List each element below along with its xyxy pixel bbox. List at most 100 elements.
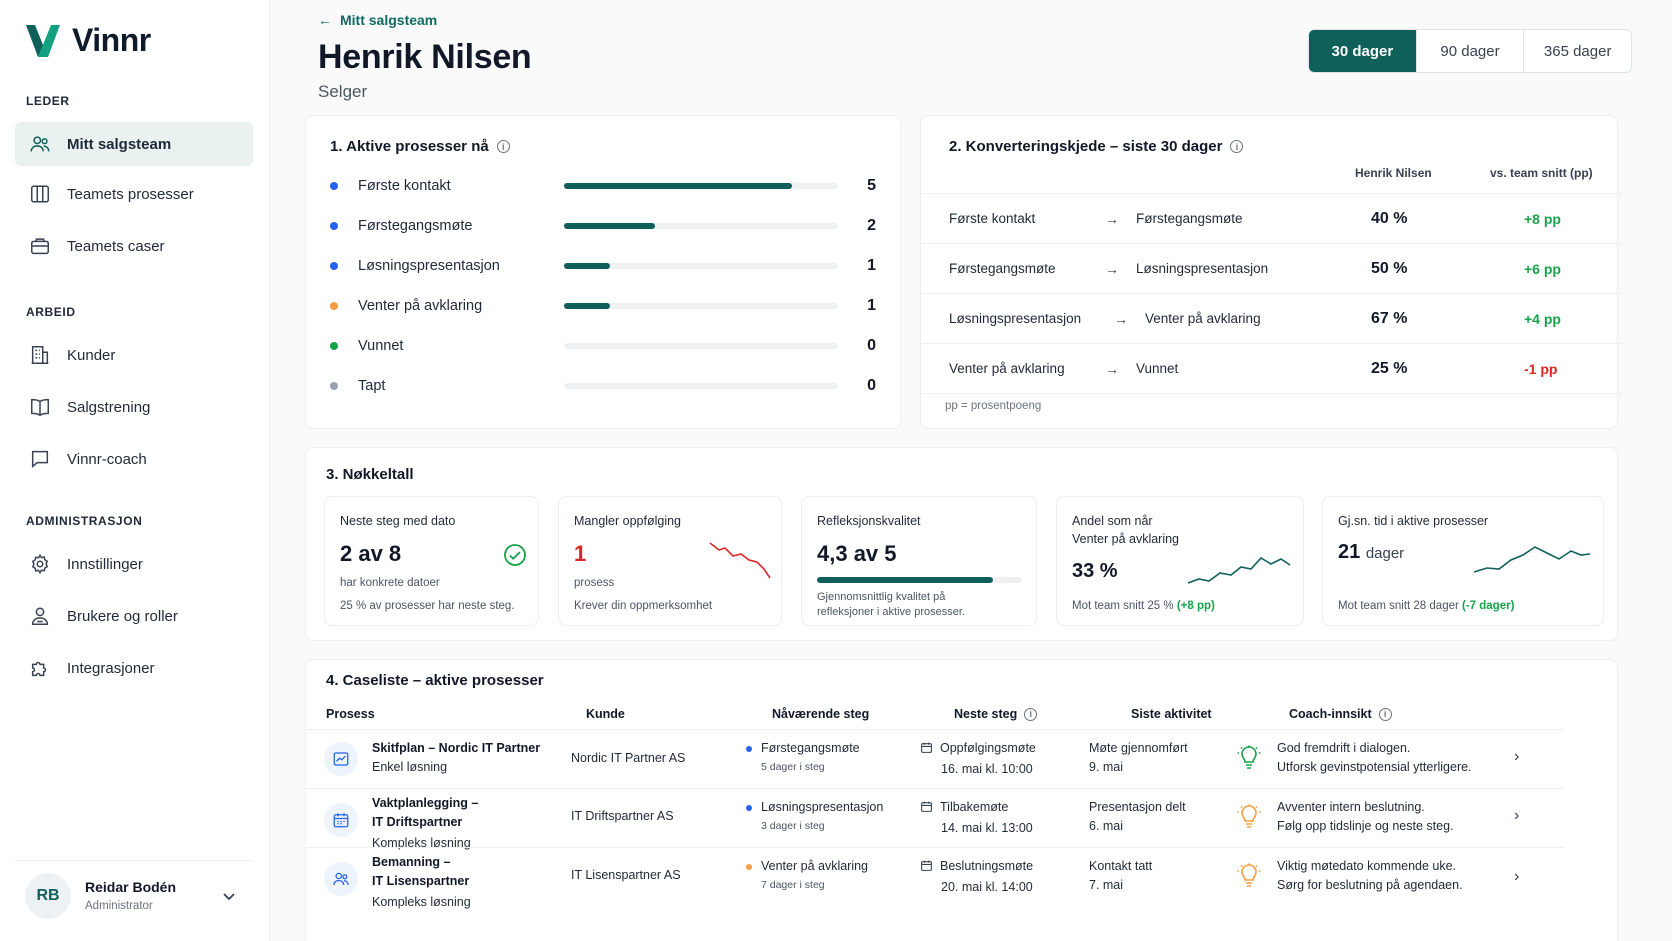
chevron-right-icon[interactable]: › [1514, 748, 1520, 765]
info-icon[interactable]: i [1378, 707, 1392, 721]
last-activity-date: 7. mai [1089, 878, 1124, 892]
period-30-button[interactable]: 30 dager [1309, 30, 1416, 72]
customer-cell[interactable]: IT Lisenspartner AS [571, 868, 681, 882]
sidebar-item-kunder[interactable]: Kunder [15, 333, 253, 377]
user-name: Reidar Bodén [85, 879, 177, 895]
conversion-from: Første kontakt [949, 211, 1036, 226]
info-icon[interactable]: i [496, 140, 510, 153]
vinnr-logo-icon [26, 24, 60, 57]
table-row[interactable]: Skitfplan – Nordic IT Partner Enkel løsni… [306, 729, 1564, 788]
card-title: 3. Nøkkeltall [326, 466, 414, 483]
trend-up-sparkline [1187, 556, 1291, 584]
process-row[interactable]: Tapt 0 [330, 376, 876, 396]
coach-cell: Viktig møtedato kommende uke. Sørg for be… [1277, 857, 1463, 895]
sidebar-item-mitt-salgsteam[interactable]: Mitt salgsteam [15, 122, 253, 166]
arrow-left-icon: ← [318, 12, 332, 28]
kpi-reflection[interactable]: Refleksjonskvalitet 4,3 av 5 Gjennomsnit… [801, 496, 1037, 626]
active-processes-card: 1. Aktive prosesser nå i Første kontakt 5… [305, 115, 901, 429]
process-cell: Skitfplan – Nordic IT Partner Enkel løsni… [372, 739, 540, 777]
col-header-coach: Coach-innsikt i [1289, 707, 1392, 721]
process-count: 2 [867, 217, 876, 234]
process-row[interactable]: Førstegangsmøte 2 [330, 216, 876, 236]
process-row[interactable]: Vunnet 0 [330, 336, 876, 356]
sidebar-item-innstillinger[interactable]: Innstillinger [15, 542, 253, 586]
col-header-last: Siste aktivitet [1131, 707, 1212, 721]
process-row[interactable]: Løsningspresentasjon 1 [330, 256, 876, 276]
kpi-label: Refleksjonskvalitet [817, 514, 921, 528]
users-icon [30, 136, 50, 152]
kpi-next-step[interactable]: Neste steg med dato 2 av 8 har konkrete … [324, 496, 539, 626]
table-row[interactable]: Vaktplanlegging – IT Driftspartner Komplek… [306, 788, 1564, 850]
period-90-button[interactable]: 90 dager [1415, 30, 1524, 72]
chevron-right-icon[interactable]: › [1514, 807, 1520, 824]
page-subtitle: Selger [318, 82, 368, 101]
footnote: pp = prosentpoeng [945, 400, 1042, 412]
kpi-followup[interactable]: Mangler oppfølging 1 prosess Krever din … [558, 496, 782, 626]
conversion-to: Vunnet [1136, 361, 1179, 376]
kpi-sub: prosess [574, 577, 615, 589]
process-type: Kompleks løsning [372, 836, 471, 850]
conversion-from: Venter på avklaring [949, 361, 1065, 376]
next-step-date: 14. mai kl. 13:00 [941, 821, 1033, 835]
kpi-note: Mot team snitt 28 dager (-7 dager) [1338, 598, 1514, 614]
process-count: 1 [867, 257, 876, 274]
info-icon[interactable]: i [1024, 707, 1038, 721]
kpi-avg-time[interactable]: Gj.sn. tid i aktive prosesser 21 dager M… [1322, 496, 1604, 626]
kpi-value: 1 [574, 541, 587, 566]
kpi-delta: (-7 dager) [1462, 600, 1515, 612]
col-header-current: Nåværende steg [772, 707, 870, 721]
sidebar-item-integrasjoner[interactable]: Integrasjoner [15, 646, 253, 690]
sidebar-item-vinnr-coach[interactable]: Vinnr-coach [15, 437, 253, 481]
conversion-percent: 50 % [1371, 259, 1408, 277]
coach-insight: Avventer intern beslutning. [1277, 800, 1425, 814]
kpi-card: 3. Nøkkeltall Neste steg med dato 2 av 8… [305, 447, 1618, 641]
kpi-value-unit: dager [1365, 545, 1405, 562]
table-row[interactable]: Bemanning – IT Lisenspartner Kompleks løsn… [306, 847, 1564, 910]
status-dot [330, 182, 338, 190]
sidebar-item-teamets-prosesser[interactable]: Teamets prosesser [15, 172, 253, 216]
chevron-down-icon[interactable] [221, 888, 237, 904]
status-dot [746, 745, 752, 752]
info-icon[interactable]: i [1230, 140, 1244, 153]
coach-insight: Følg opp tidslinje og neste steg. [1277, 819, 1454, 833]
customer-cell[interactable]: IT Driftspartner AS [571, 809, 674, 823]
sidebar-item-label: Mitt salgsteam [67, 135, 172, 153]
sidebar-item-teamets-caser[interactable]: Teamets caser [15, 224, 253, 268]
process-label: Førstegangsmøte [358, 218, 473, 234]
col-header-customer: Kunde [586, 707, 625, 721]
calendar-icon [920, 800, 933, 819]
kpi-note-text: Mot team snitt 28 dager [1338, 600, 1459, 612]
process-bar-fill [564, 223, 656, 229]
process-row[interactable]: Første kontakt 5 [330, 176, 876, 196]
lightbulb-icon [1237, 804, 1261, 835]
sidebar-item-label: Vinnr-coach [67, 450, 147, 468]
kpi-note: Mot team snitt 25 % (+8 pp) [1072, 598, 1215, 614]
back-link[interactable]: ← Mitt salgsteam [318, 12, 437, 28]
col-header-process: Prosess [326, 707, 375, 721]
kpi-value: 33 % [1072, 560, 1118, 582]
divider [921, 393, 1621, 394]
col-header-person: Henrik Nilsen [1355, 166, 1432, 180]
logo[interactable]: Vinnr [26, 22, 151, 59]
process-row[interactable]: Venter på avklaring 1 [330, 296, 876, 316]
conversion-row: Venter på avklaring → Vunnet 25 % -1 pp [921, 343, 1621, 393]
users-icon [324, 862, 358, 896]
customer-cell[interactable]: Nordic IT Partner AS [571, 751, 686, 765]
process-title: Skitfplan – Nordic IT Partner [372, 741, 541, 755]
user-menu[interactable]: RB Reidar Bodén Administrator [15, 860, 253, 922]
last-activity-date: 9. mai [1089, 760, 1124, 774]
col-header-next: Neste steg i [954, 707, 1038, 721]
next-step: Beslutningsmøte [940, 859, 1034, 873]
process-label: Tapt [358, 378, 386, 394]
sidebar-item-brukere-og-roller[interactable]: Brukere og roller [15, 594, 253, 638]
kpi-note: 25 % av prosesser har neste steg. [340, 600, 515, 612]
sidebar-item-salgstrening[interactable]: Salgstrening [15, 385, 253, 429]
conversion-delta: +8 pp [1524, 210, 1561, 227]
chevron-right-icon[interactable]: › [1514, 868, 1520, 885]
period-365-button[interactable]: 365 dager [1523, 30, 1631, 72]
kpi-label-line: Andel som når [1072, 514, 1153, 528]
kpi-share[interactable]: Andel som når Venter på avklaring 33 % M… [1056, 496, 1304, 626]
last-activity-cell: Møte gjennomført 9. mai [1089, 739, 1188, 777]
conversion-row: Første kontakt → Førstegangsmøte 40 % +8 pp [921, 193, 1621, 243]
kpi-value-number: 21 [1338, 541, 1361, 563]
